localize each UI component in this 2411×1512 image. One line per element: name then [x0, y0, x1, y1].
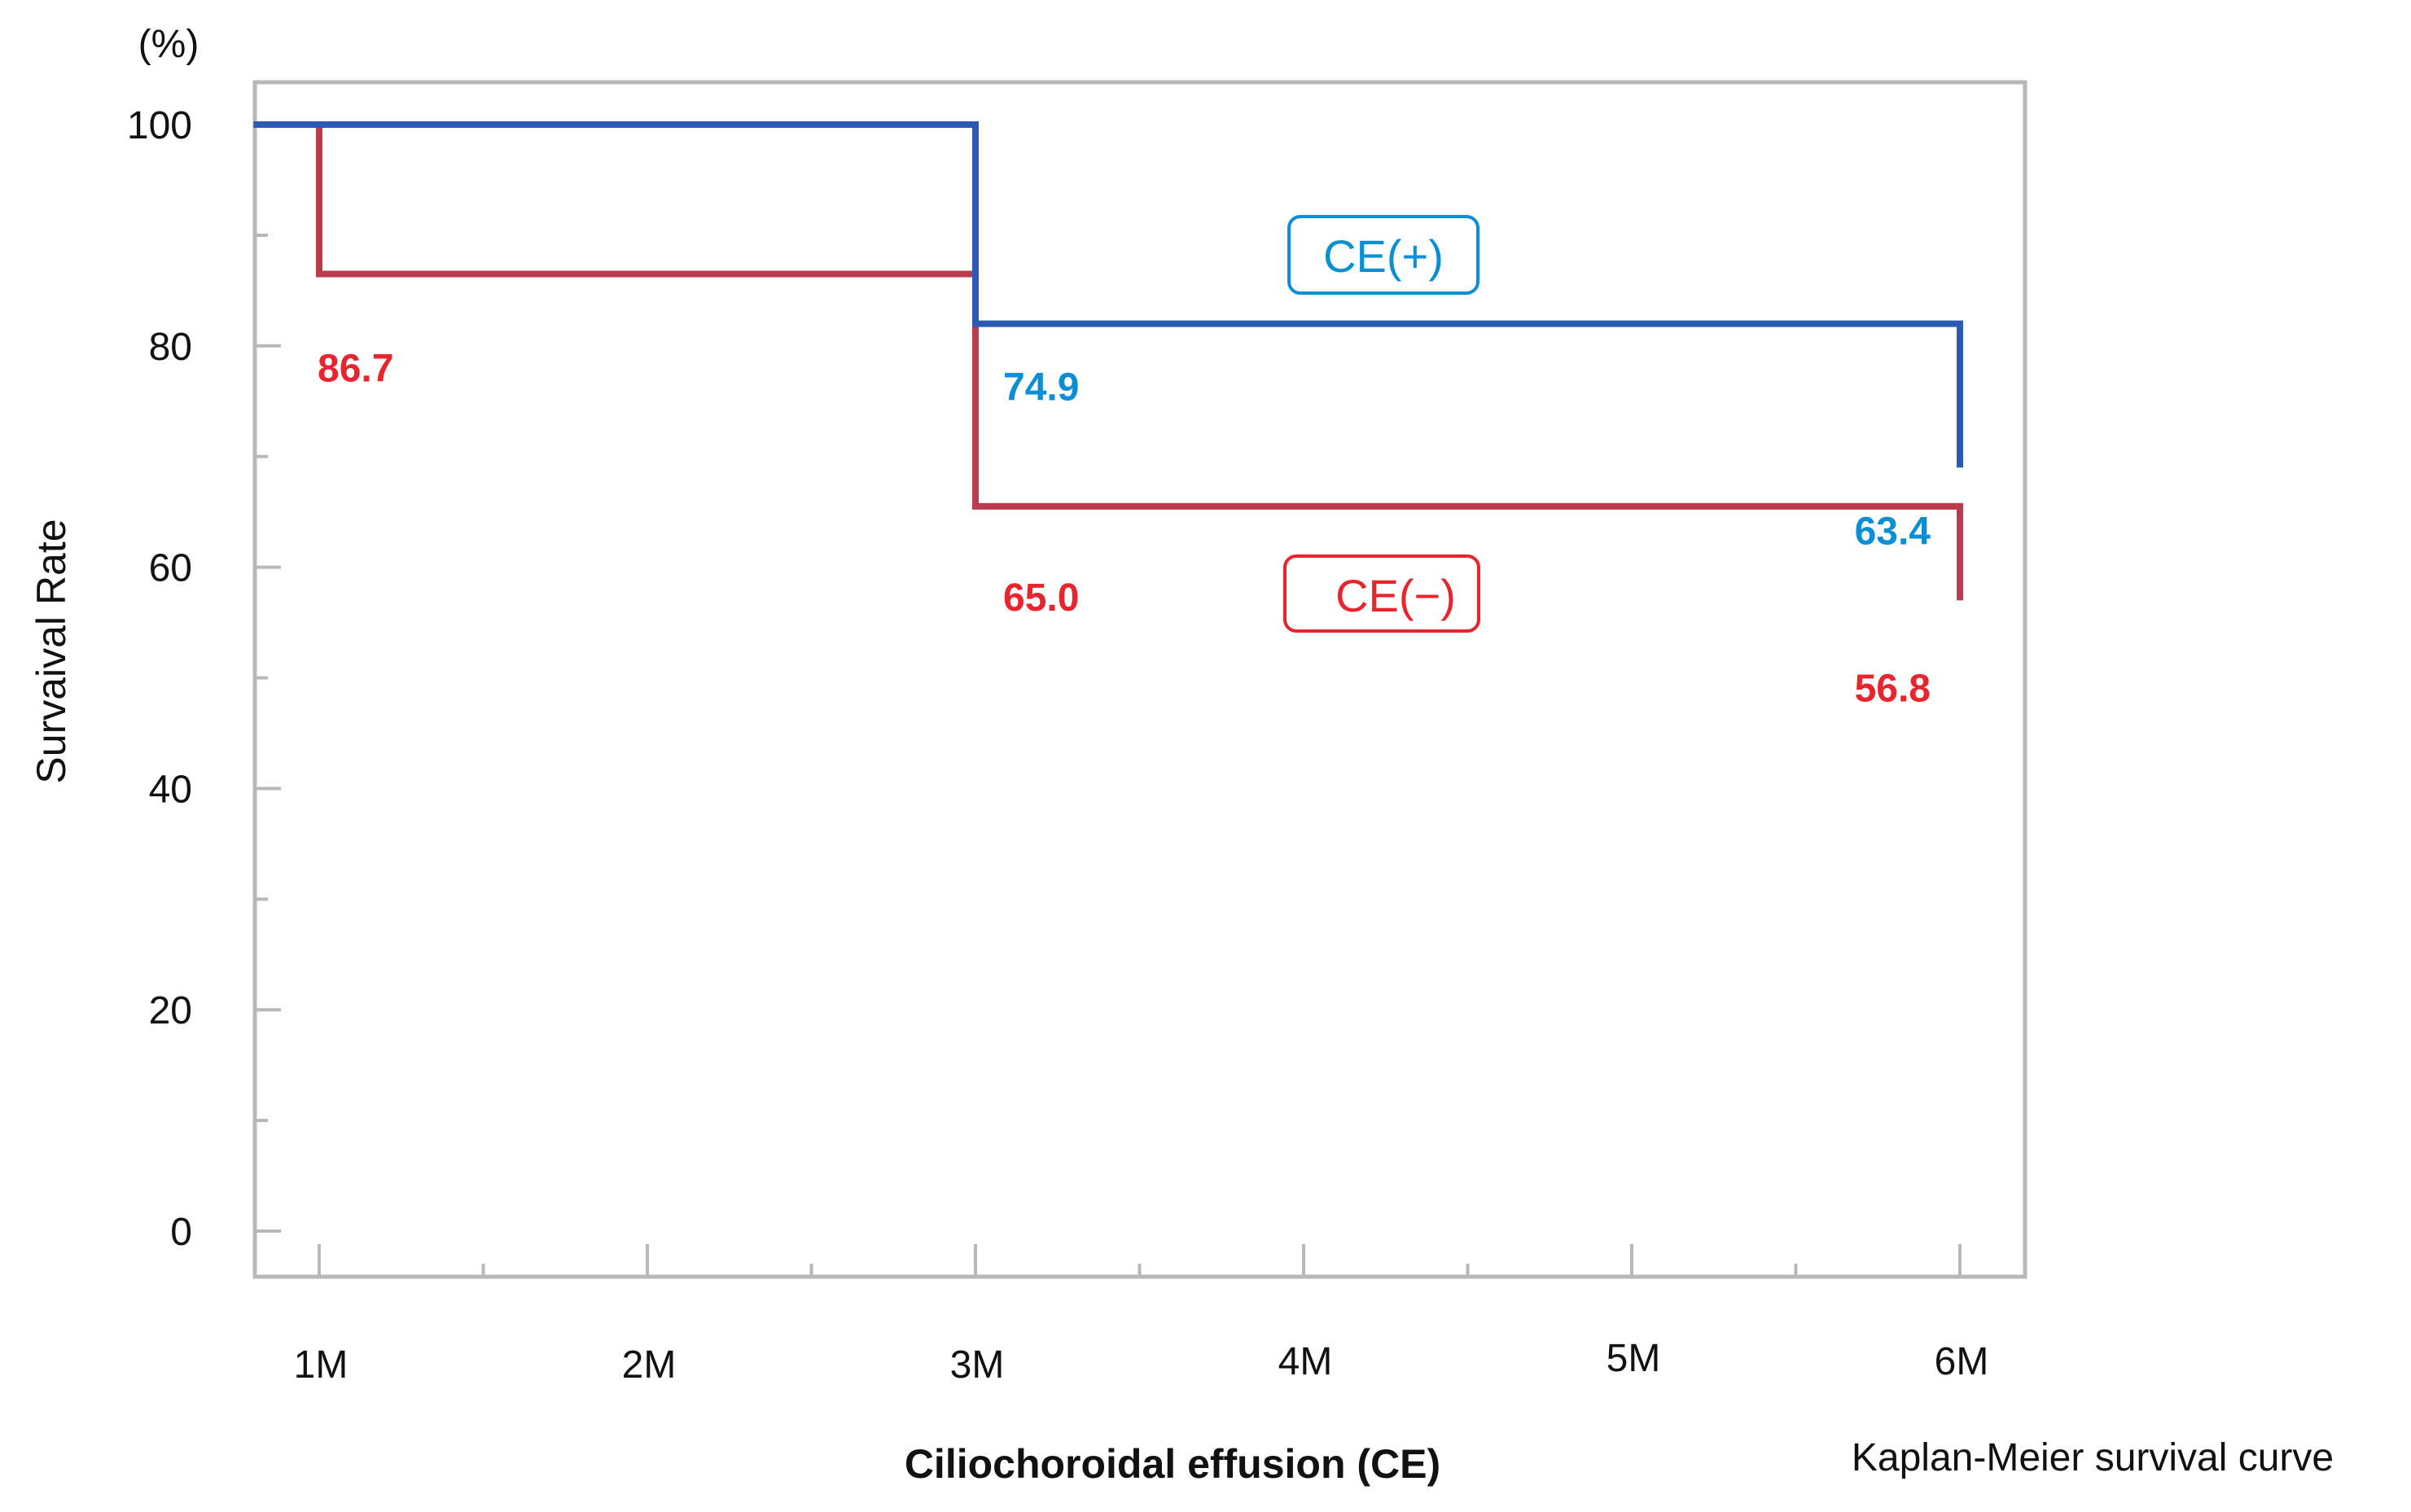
- x-axis-title: Ciliochoroidal effusion (CE): [905, 1441, 1440, 1487]
- x-tick-label: 3M: [950, 1343, 1005, 1387]
- series-line-ce-positive: [253, 121, 1963, 468]
- y-tick-label: 60: [149, 547, 192, 590]
- legend-layer: CE(+) CE(−): [1283, 215, 1480, 633]
- data-label: 74.9: [1003, 366, 1079, 410]
- series-line-ce-negative: [253, 121, 1963, 601]
- x-tick-label: 4M: [1278, 1340, 1333, 1383]
- x-tick-label: 6M: [1935, 1340, 1989, 1383]
- y-axis: 0 20 40 60 80 100: [127, 104, 281, 1254]
- chart-caption: Kaplan-Meier survival curve: [1852, 1436, 2334, 1479]
- plot-frame: [252, 80, 2027, 1279]
- series-layer: [253, 121, 1963, 601]
- legend-box-ce-negative: [1283, 554, 1480, 633]
- x-axis: 1M 2M 3M 4M 5M 6M: [294, 1244, 1989, 1387]
- legend-label-ce-positive: CE(+): [1323, 230, 1444, 282]
- x-tick-label: 1M: [294, 1343, 348, 1387]
- data-label: 86.7: [318, 347, 393, 390]
- data-label: 56.8: [1855, 667, 1931, 710]
- data-label: 65.0: [1003, 576, 1079, 620]
- y-tick-label: 100: [127, 104, 192, 147]
- y-axis-title: Survaival Rate: [28, 519, 74, 783]
- y-tick-label: 0: [170, 1211, 192, 1254]
- x-tick-label: 2M: [622, 1343, 677, 1387]
- y-tick-label: 40: [149, 768, 192, 811]
- data-label: 63.4: [1855, 510, 1931, 553]
- legend-label-ce-negative: CE(−): [1335, 570, 1456, 621]
- y-tick-label: 80: [149, 326, 192, 369]
- x-tick-label: 5M: [1607, 1337, 1661, 1380]
- y-unit-label: (%): [138, 23, 199, 66]
- annotation-layer: 74.9 63.4 86.7 65.0 56.8: [318, 347, 1931, 710]
- legend-box-ce-positive: [1287, 215, 1479, 295]
- y-tick-label: 20: [149, 989, 192, 1032]
